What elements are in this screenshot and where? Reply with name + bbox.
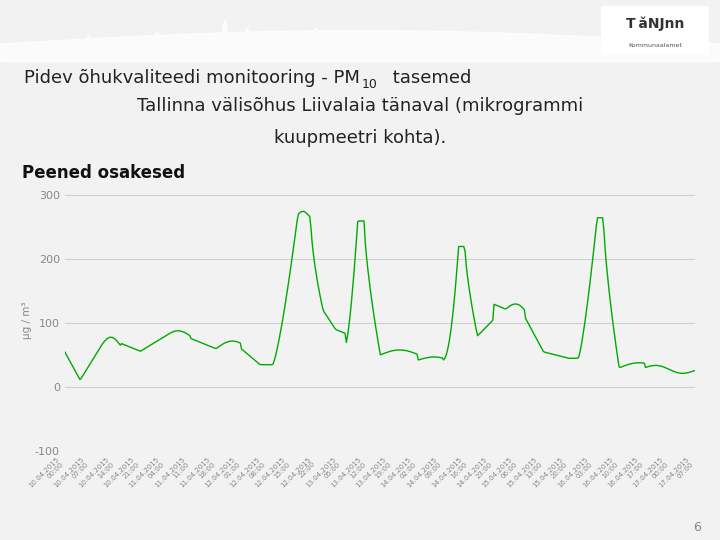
Polygon shape (0, 20, 720, 62)
Text: Pidev õhukvaliteedi monitooring - PM: Pidev õhukvaliteedi monitooring - PM (24, 69, 360, 86)
Text: Tallinna välisõhus Liivalaia tänaval (mikrogrammi: Tallinna välisõhus Liivalaia tänaval (mi… (137, 97, 583, 115)
Text: Peened osakesed: Peened osakesed (22, 164, 185, 182)
Text: tasemed: tasemed (387, 69, 472, 86)
Text: 6: 6 (693, 521, 701, 534)
Text: Kommunaalamet: Kommunaalamet (628, 43, 682, 48)
FancyBboxPatch shape (601, 6, 709, 55)
Text: T ǎǊnn: T ǎǊnn (626, 17, 684, 31)
Text: kuupmeetri kohta).: kuupmeetri kohta). (274, 129, 446, 147)
Y-axis label: μg / m³: μg / m³ (22, 301, 32, 339)
Text: 10: 10 (361, 78, 377, 91)
